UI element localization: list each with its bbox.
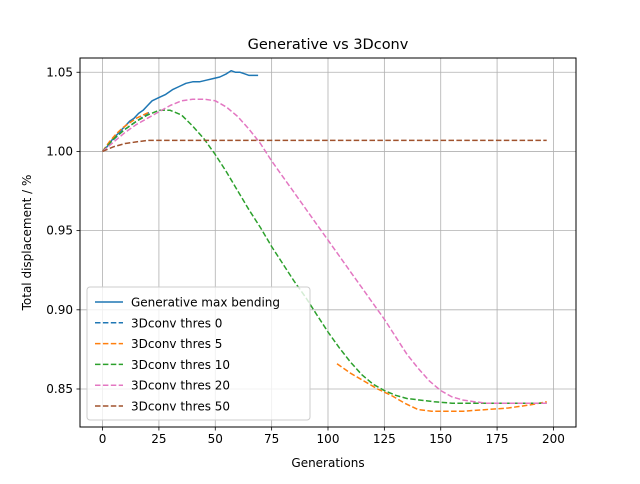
x-tick-label: 50	[208, 432, 223, 446]
grid	[80, 58, 576, 427]
series-line-4	[102, 98, 547, 404]
legend-box	[86, 286, 311, 421]
series-line-2	[101, 111, 151, 152]
x-axis-label: Generations	[291, 456, 364, 470]
y-tick-label: 0.95	[46, 224, 73, 238]
chart-title: Generative vs 3Dconv	[248, 37, 409, 53]
legend-label-5: 3Dconv thres 50	[131, 400, 230, 414]
legend: Generative max bending 3Dconv thres 0 3Dco…	[86, 286, 311, 421]
series-line-2	[336, 363, 547, 412]
x-tick-label: 100	[317, 432, 340, 446]
x-tick-label: 75	[264, 432, 279, 446]
x-tick-label: 25	[151, 432, 166, 446]
y-tick-label: 0.90	[46, 303, 73, 317]
legend-label-2: 3Dconv thres 5	[131, 337, 222, 351]
y-tick-label: 0.85	[46, 382, 73, 396]
legend-label-1: 3Dconv thres 0	[131, 316, 222, 330]
legend-label-0: Generative max bending	[131, 296, 280, 310]
legend-label-4: 3Dconv thres 20	[131, 379, 230, 393]
x-tick-label: 125	[373, 432, 396, 446]
series-layer	[101, 69, 547, 412]
y-tick-label: 1.05	[46, 65, 73, 79]
legend-label-3: 3Dconv thres 10	[131, 358, 230, 372]
x-tick-label: 200	[542, 432, 565, 446]
y-axis-label: Total displacement / %	[20, 175, 34, 312]
series-line-5	[102, 139, 547, 153]
y-tick-label: 1.00	[46, 144, 73, 158]
x-tick-label: 150	[429, 432, 452, 446]
x-tick-label: 175	[486, 432, 509, 446]
x-tick-label: 0	[99, 432, 107, 446]
axis-ticks: 0 25 50 75 100 125 150 175 200 0.85 0.90 0.95 1.00 1.…	[46, 65, 565, 446]
